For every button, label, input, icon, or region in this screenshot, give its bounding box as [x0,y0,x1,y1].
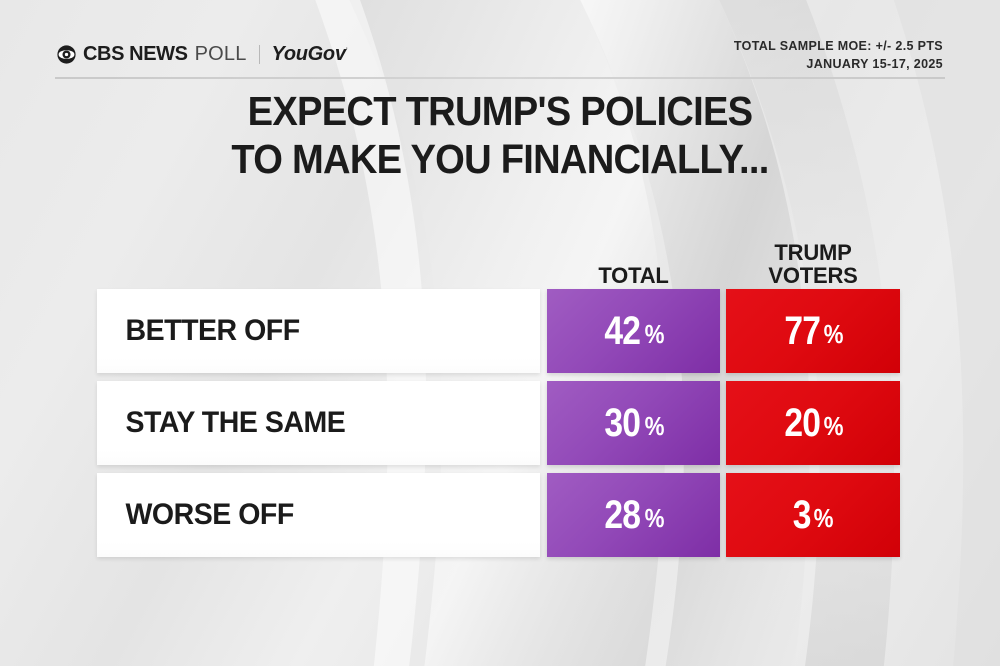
column-headers: TOTAL TRUMP VOTERS [0,230,1000,288]
logo-trademark: ’ [345,47,348,55]
value-trump-number: 20 [784,401,821,445]
row-value-trump: 20% [726,381,900,465]
row-label-cell: BETTER OFF [97,289,540,373]
row-label-cell: STAY THE SAME [97,381,540,465]
value-total-percent-sign: % [644,319,665,349]
title-line-2: TO MAKE YOU FINANCIALLY... [231,135,769,182]
value-trump-percent-sign: % [813,503,834,533]
moe-line-1: TOTAL SAMPLE MOE: +/- 2.5 PTS [733,39,943,53]
value-trump-number: 3 [793,493,812,537]
margin-of-error-note: TOTAL SAMPLE MOE: +/- 2.5 PTS JANUARY 15… [734,38,943,74]
value-trump-percent-sign: % [823,319,844,349]
header-divider [55,77,945,79]
brand-logo: CBS NEWS POLL YouGov’ [57,43,348,65]
value-total-number: 42 [604,309,642,353]
table-row: WORSE OFF 28% 3% [0,473,1000,557]
table-row: BETTER OFF 42% 77% [0,289,1000,373]
value-total-percent-sign: % [644,503,665,533]
row-value-total: 28% [547,473,720,557]
logo-poll: POLL [194,43,247,65]
row-value-total: 30% [547,381,720,465]
value-trump-number: 77 [784,309,821,353]
row-label: WORSE OFF [125,498,295,531]
value-total-number: 30 [604,401,642,445]
value-trump-percent-sign: % [823,411,844,441]
column-header-trump-voters: TRUMP VOTERS [726,240,900,289]
title-line-1: EXPECT TRUMP'S POLICIES [247,88,753,134]
column-header-total-label: TOTAL [598,263,669,289]
row-value-trump: 77% [726,289,900,373]
row-label: STAY THE SAME [125,406,346,439]
column-header-trump-line-1: TRUMP [774,240,852,266]
row-label: BETTER OFF [125,314,301,347]
logo-yougov: YouGov’ [271,43,348,65]
moe-line-2: JANUARY 15-17, 2025 [806,56,943,71]
table-row: STAY THE SAME 30% 20% [0,381,1000,465]
row-label-cell: WORSE OFF [97,473,540,557]
cbs-eye-icon [57,44,76,64]
value-total-percent-sign: % [644,411,665,441]
header: CBS NEWS POLL YouGov’ TOTAL SAMPLE MOE: … [0,0,1000,80]
row-value-total: 42% [547,289,720,373]
page-title: EXPECT TRUMP'S POLICIES TO MAKE YOU FINA… [0,88,1000,183]
value-total-number: 28 [604,493,642,537]
logo-cbs-news: CBS NEWS [83,43,188,65]
column-header-total: TOTAL [547,263,720,289]
column-header-trump-line-2: VOTERS [768,263,858,289]
row-value-trump: 3% [726,473,900,557]
logo-divider [258,44,260,64]
